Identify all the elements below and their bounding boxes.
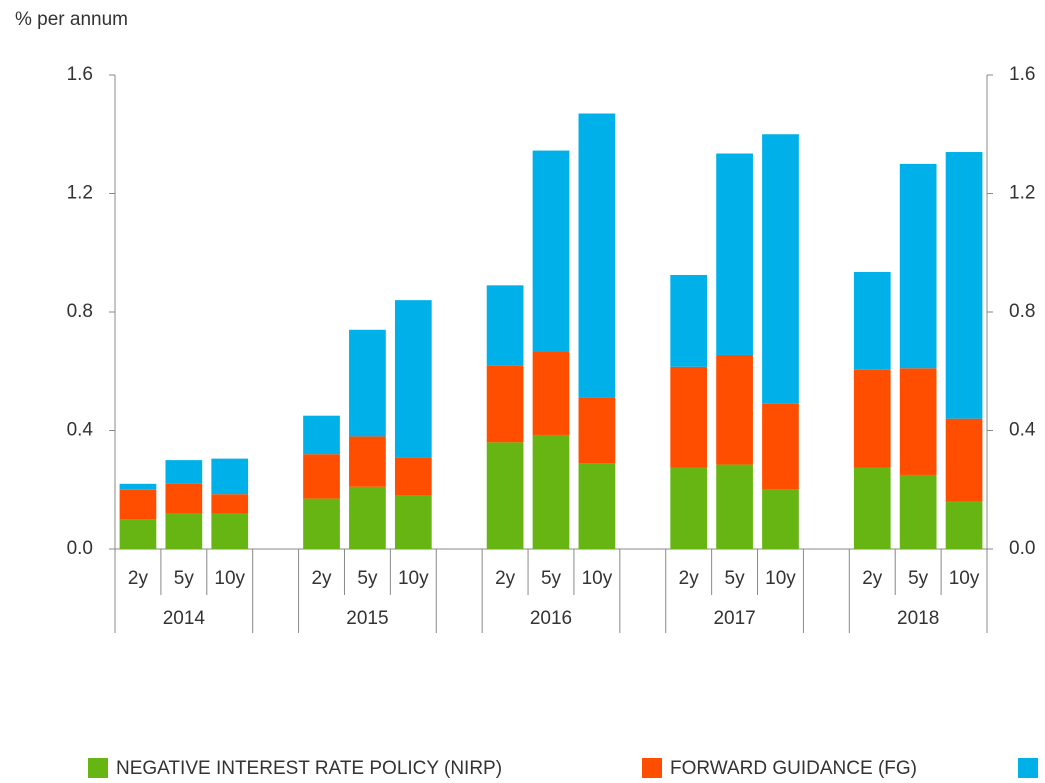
bar-segment bbox=[119, 483, 157, 490]
legend-swatch bbox=[88, 758, 108, 778]
y2-tick-label: 0.0 bbox=[1009, 538, 1035, 559]
bar-segment bbox=[716, 464, 753, 549]
bar-segment bbox=[303, 454, 340, 499]
x-tick-label: 2y bbox=[495, 568, 516, 589]
x-tick-label: 10y bbox=[582, 568, 613, 589]
x-tick-label: 5y bbox=[174, 568, 195, 589]
bar-segment bbox=[670, 274, 708, 367]
y-tick-label: 0.8 bbox=[67, 301, 93, 322]
bar-segment bbox=[578, 463, 616, 549]
x-tick-label: 2y bbox=[862, 568, 883, 589]
bar-segment bbox=[349, 436, 386, 487]
bar-segment bbox=[486, 365, 524, 443]
bar-segment bbox=[211, 513, 249, 549]
bar-segment bbox=[303, 415, 340, 455]
bar-segment bbox=[211, 458, 249, 495]
bar-segment bbox=[394, 495, 432, 549]
x-tick-label: 10y bbox=[949, 568, 980, 589]
bar-segment bbox=[716, 153, 753, 355]
bar-segment bbox=[165, 483, 203, 514]
bar-segment bbox=[945, 152, 983, 419]
x-tick-label: 2y bbox=[128, 568, 149, 589]
bar-segment bbox=[716, 354, 753, 465]
bar-segment bbox=[394, 457, 432, 496]
y2-tick-label: 0.8 bbox=[1009, 301, 1035, 322]
bar-segment bbox=[578, 113, 616, 398]
x-tick-label: 10y bbox=[765, 568, 796, 589]
bar-segment bbox=[165, 513, 203, 549]
bar-segment bbox=[853, 272, 891, 370]
x-tick-label: 5y bbox=[908, 568, 929, 589]
bar-segment bbox=[762, 489, 799, 549]
x-tick-label: 10y bbox=[214, 568, 245, 589]
bar-segment bbox=[762, 403, 799, 490]
x-tick-label: 5y bbox=[357, 568, 378, 589]
group-label: 2018 bbox=[897, 608, 939, 629]
bar-segment bbox=[578, 397, 616, 464]
bar-segment bbox=[899, 163, 937, 369]
y2-tick-label: 1.2 bbox=[1009, 183, 1035, 204]
bar-segment bbox=[899, 368, 937, 475]
group-label: 2015 bbox=[346, 608, 388, 629]
bar-segment bbox=[532, 150, 570, 352]
y2-tick-label: 1.6 bbox=[1009, 64, 1035, 85]
bar-segment bbox=[349, 486, 386, 549]
bar-segment bbox=[119, 519, 157, 549]
y-tick-label: 0.0 bbox=[67, 538, 93, 559]
bar-segment bbox=[532, 351, 570, 435]
x-tick-label: 5y bbox=[725, 568, 746, 589]
x-tick-label: 10y bbox=[398, 568, 429, 589]
group-label: 2016 bbox=[530, 608, 572, 629]
bar-segment bbox=[349, 329, 386, 437]
legend-swatch bbox=[1018, 758, 1038, 778]
bar-segment bbox=[532, 434, 570, 549]
bar-segment bbox=[303, 498, 340, 549]
y-tick-label: 1.2 bbox=[67, 183, 93, 204]
x-tick-label: 2y bbox=[311, 568, 332, 589]
bar-segment bbox=[486, 442, 524, 549]
bar-segment bbox=[899, 474, 937, 549]
legend-label: NEGATIVE INTEREST RATE POLICY (NIRP) bbox=[116, 758, 502, 779]
y-tick-label: 0.4 bbox=[67, 420, 94, 441]
bar-segment bbox=[211, 494, 249, 514]
legend-swatch bbox=[642, 758, 662, 778]
bar-segment bbox=[945, 418, 983, 502]
bar-segment bbox=[119, 489, 157, 520]
bar-segment bbox=[486, 285, 524, 366]
legend-label: FORWARD GUIDANCE (FG) bbox=[670, 758, 917, 779]
bar-segment bbox=[853, 467, 891, 549]
bar-segment bbox=[945, 501, 983, 549]
bar-segment bbox=[853, 369, 891, 468]
bar-segment bbox=[165, 460, 203, 484]
group-label: 2017 bbox=[713, 608, 755, 629]
bar-segment bbox=[670, 467, 708, 549]
bar-segment bbox=[394, 300, 432, 458]
y2-tick-label: 0.4 bbox=[1009, 420, 1036, 441]
x-tick-label: 5y bbox=[541, 568, 562, 589]
x-tick-label: 2y bbox=[679, 568, 700, 589]
bar-segment bbox=[762, 134, 799, 404]
group-label: 2014 bbox=[163, 608, 206, 629]
y-tick-label: 1.6 bbox=[67, 64, 93, 85]
bar-segment bbox=[670, 366, 708, 468]
y-unit-label: % per annum bbox=[15, 9, 128, 30]
